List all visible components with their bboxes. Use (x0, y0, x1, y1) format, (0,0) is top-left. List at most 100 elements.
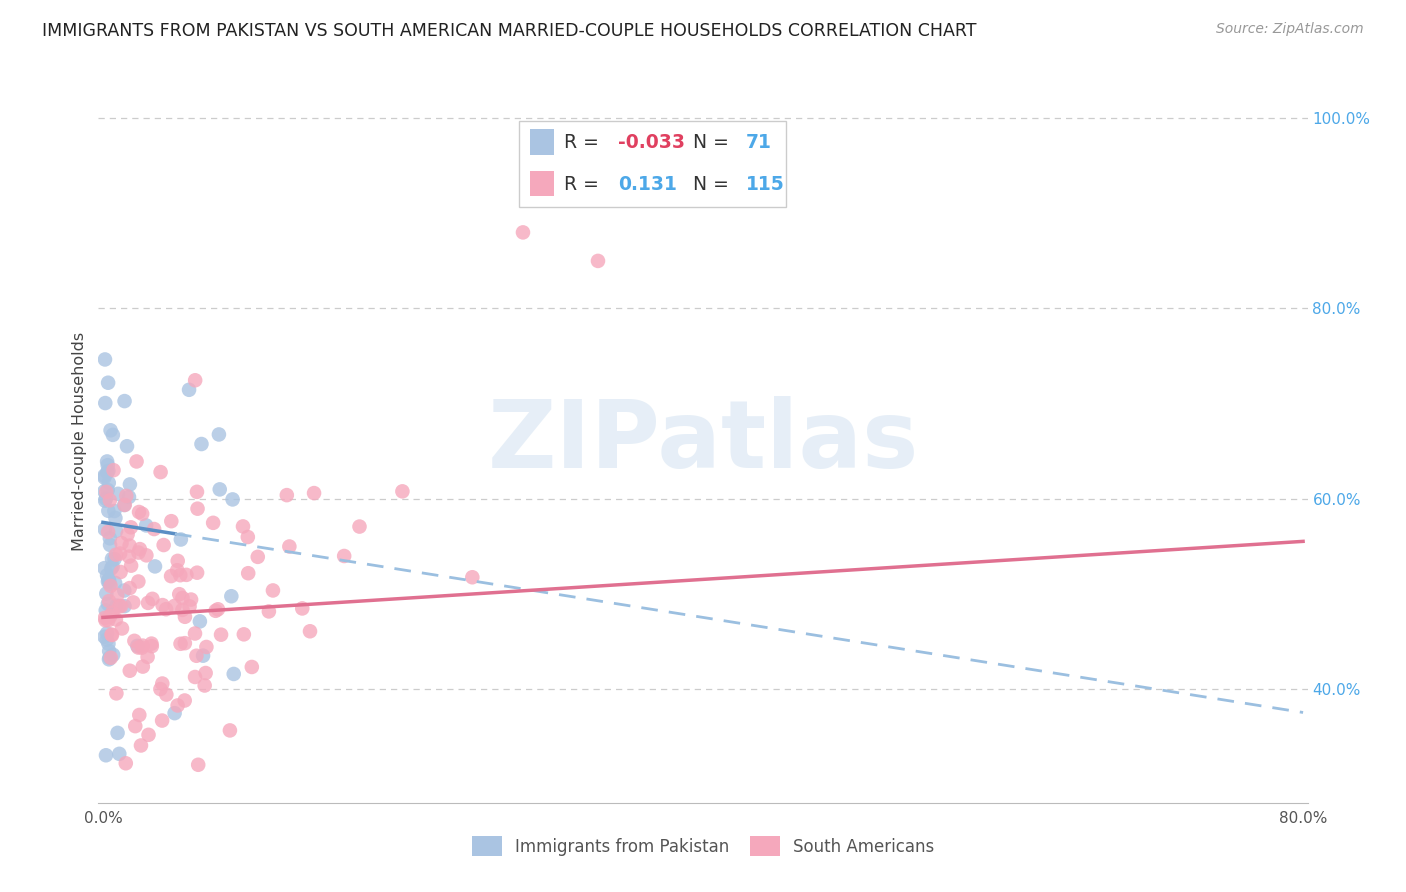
Point (170, 533, 193, 547)
Point (108, 747, 131, 761)
Point (93, 484, 115, 499)
Point (152, 598, 174, 612)
Point (97, 483, 120, 497)
Point (96, 465, 118, 479)
Point (114, 599, 136, 614)
Point (94, 748, 117, 763)
Point (100, 627, 122, 641)
Point (96, 626, 118, 640)
Point (104, 575, 127, 590)
Point (124, 633, 146, 648)
Point (118, 581, 141, 595)
Point (461, 570, 484, 584)
Point (100, 579, 122, 593)
Point (141, 637, 163, 651)
Text: N =: N = (693, 133, 734, 153)
Point (93, 561, 115, 575)
Text: N =: N = (693, 175, 734, 194)
Point (238, 566, 260, 581)
Point (93, 522, 115, 536)
Point (138, 728, 160, 742)
Point (208, 483, 231, 497)
Point (98, 576, 121, 591)
Point (96, 454, 118, 468)
Point (98, 652, 121, 666)
Point (149, 682, 172, 697)
Point (173, 693, 195, 707)
Point (232, 627, 254, 641)
Point (129, 739, 152, 753)
Point (110, 536, 132, 550)
Point (118, 477, 141, 491)
Point (101, 428, 124, 442)
Point (94, 603, 117, 617)
Point (93, 468, 115, 483)
Point (232, 519, 254, 533)
Point (150, 714, 173, 728)
Point (172, 591, 194, 605)
Point (101, 559, 124, 574)
Point (124, 719, 146, 733)
Point (188, 615, 211, 629)
Point (98, 538, 121, 552)
Point (136, 596, 159, 610)
Point (97, 613, 120, 627)
Y-axis label: Married-couple Households: Married-couple Households (72, 332, 87, 551)
Point (186, 648, 208, 663)
Point (97, 475, 120, 490)
Point (128, 708, 150, 723)
Point (131, 640, 153, 655)
Point (141, 639, 163, 653)
Point (149, 465, 172, 479)
Point (186, 566, 208, 580)
FancyBboxPatch shape (530, 170, 554, 196)
Point (173, 636, 195, 650)
Point (98, 531, 121, 545)
Point (169, 637, 191, 651)
Point (208, 427, 231, 442)
Point (115, 439, 138, 453)
Point (94, 352, 117, 367)
Point (128, 505, 150, 519)
Point (190, 437, 212, 451)
Point (186, 501, 208, 516)
Text: Source: ZipAtlas.com: Source: ZipAtlas.com (1216, 22, 1364, 37)
Point (391, 484, 413, 499)
Point (96, 632, 118, 647)
Point (135, 549, 157, 563)
Point (125, 454, 148, 468)
Point (298, 624, 321, 639)
Point (179, 599, 201, 614)
Point (112, 583, 135, 598)
Point (114, 498, 136, 512)
Point (236, 530, 259, 544)
Point (110, 565, 132, 579)
Point (98, 609, 121, 624)
Point (107, 726, 129, 740)
Point (105, 524, 128, 538)
Point (180, 592, 202, 607)
Point (120, 520, 142, 534)
Point (204, 604, 226, 618)
Point (172, 603, 194, 617)
Text: ZIPatlas: ZIPatlas (488, 395, 918, 488)
Point (194, 678, 217, 692)
Point (105, 599, 128, 613)
Point (127, 574, 149, 589)
Point (94, 491, 117, 506)
Point (108, 599, 131, 613)
Point (100, 561, 122, 575)
Point (166, 554, 188, 568)
FancyBboxPatch shape (519, 120, 786, 207)
Point (98, 574, 121, 588)
Point (103, 552, 125, 566)
Point (184, 373, 207, 387)
Point (96, 484, 118, 499)
Point (97, 504, 120, 518)
Point (174, 609, 197, 624)
Point (114, 756, 136, 771)
Point (104, 511, 127, 525)
Point (160, 514, 183, 528)
Point (127, 639, 149, 653)
Point (222, 667, 245, 681)
